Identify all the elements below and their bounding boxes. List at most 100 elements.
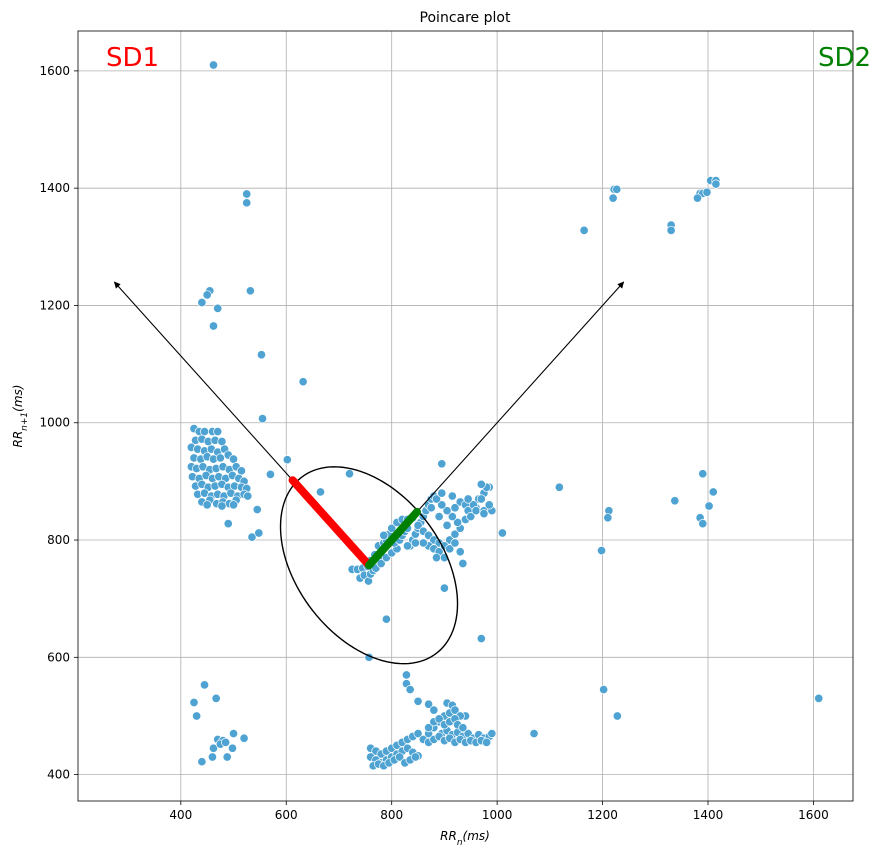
scatter-point	[434, 512, 444, 522]
scatter-point	[402, 541, 413, 551]
scatter-point	[199, 426, 210, 437]
scatter-point	[554, 482, 564, 492]
y-tick-label: 400	[47, 768, 70, 782]
scatter-point	[476, 494, 486, 504]
y-tick-label: 600	[47, 650, 70, 664]
scatter-point	[476, 479, 486, 489]
scatter-point	[426, 503, 436, 513]
scatter-point	[413, 520, 423, 530]
x-tick-label: 1600	[798, 808, 829, 822]
scatter-point	[242, 189, 252, 199]
ticks: 400 600 800 1000 1200 1400 1600 400 600 800 1000 12…	[39, 64, 828, 822]
scatter-point	[455, 547, 465, 557]
scatter-point	[256, 350, 267, 360]
scatter-point	[298, 377, 308, 387]
scatter-point	[437, 488, 447, 498]
scatter-point	[479, 509, 489, 519]
scatter-point	[450, 705, 460, 715]
scatter-point	[450, 529, 460, 539]
scatter-point	[239, 733, 249, 743]
scatter-point	[608, 193, 618, 203]
scatter-point	[265, 469, 275, 479]
scatter-point	[670, 496, 680, 506]
scatter-point	[211, 693, 221, 703]
chart-title: Poincare plot	[420, 10, 511, 26]
scatter-point	[437, 459, 447, 469]
scatter-point	[197, 297, 207, 308]
scatter-point	[463, 494, 473, 504]
scatter-point	[666, 225, 676, 235]
scatter-point	[405, 685, 415, 695]
scatter-point	[410, 538, 420, 548]
scatter-point	[189, 697, 199, 708]
scatter-point	[596, 546, 607, 556]
scatter-point	[429, 705, 439, 715]
sd-ellipse	[279, 466, 459, 665]
scatter-point	[247, 532, 257, 542]
scatter-point	[612, 184, 622, 194]
scatter-point	[424, 699, 434, 709]
y-tick-label: 1400	[39, 181, 70, 195]
scatter-point	[376, 558, 386, 569]
scatter-point	[254, 528, 264, 538]
scatter-point	[424, 723, 434, 733]
scatter-point	[471, 506, 481, 516]
scatter-point	[344, 469, 355, 479]
scatter-point	[708, 487, 718, 497]
scatter-point	[243, 491, 253, 501]
scatter-point	[222, 752, 232, 762]
scatter-point	[257, 414, 268, 424]
scatter-point	[221, 737, 231, 747]
scatter-point	[418, 538, 428, 548]
sd1-annotation: SD1	[106, 43, 159, 73]
scatter-point	[431, 494, 442, 504]
sd2-annotation: SD2	[818, 43, 871, 73]
scatter-point	[413, 729, 423, 739]
x-tick-label: 1200	[587, 808, 618, 822]
scatter-point	[529, 729, 539, 739]
x-tick-label: 1400	[693, 808, 724, 822]
scatter-point	[704, 501, 714, 511]
scatter-point	[213, 303, 223, 313]
scatter-point	[401, 670, 412, 680]
y-tick-label: 800	[47, 533, 70, 547]
scatter-point	[381, 614, 391, 624]
scatter-point	[450, 538, 460, 548]
scatter-point	[228, 454, 239, 464]
scatter-point	[603, 513, 613, 523]
overlay	[113, 281, 625, 665]
scatter-point	[227, 743, 238, 753]
scatter-point	[698, 469, 708, 479]
y-tick-label: 1600	[39, 64, 70, 78]
scatter-point	[434, 714, 444, 724]
scatter-point	[711, 179, 721, 189]
scatter-point	[458, 558, 468, 569]
x-tick-label: 400	[169, 808, 192, 822]
scatter-point	[599, 685, 609, 695]
x-tick-label: 800	[380, 808, 403, 822]
scatter-point	[215, 453, 225, 463]
sd2-line	[365, 507, 421, 570]
scatter-point	[252, 504, 262, 515]
scatter-point	[217, 436, 227, 447]
scatter-point	[315, 487, 326, 497]
scatter-point	[692, 193, 703, 203]
scatter-point	[208, 743, 219, 753]
grid	[78, 31, 853, 801]
scatter-point	[217, 501, 227, 511]
y-axis-label: RRn+1(ms)	[11, 385, 30, 448]
scatter-point	[387, 523, 397, 533]
scatter-point	[442, 506, 452, 516]
scatter-point	[466, 512, 476, 522]
y-tick-label: 1200	[39, 298, 70, 312]
x-tick-label: 1000	[482, 808, 513, 822]
sd1-line	[288, 476, 374, 570]
scatter-point	[442, 520, 452, 530]
scatter-point	[579, 225, 589, 235]
scatter-point	[702, 187, 712, 197]
scatter-point	[213, 426, 223, 437]
scatter-point	[228, 500, 239, 510]
scatter-point	[282, 455, 292, 465]
